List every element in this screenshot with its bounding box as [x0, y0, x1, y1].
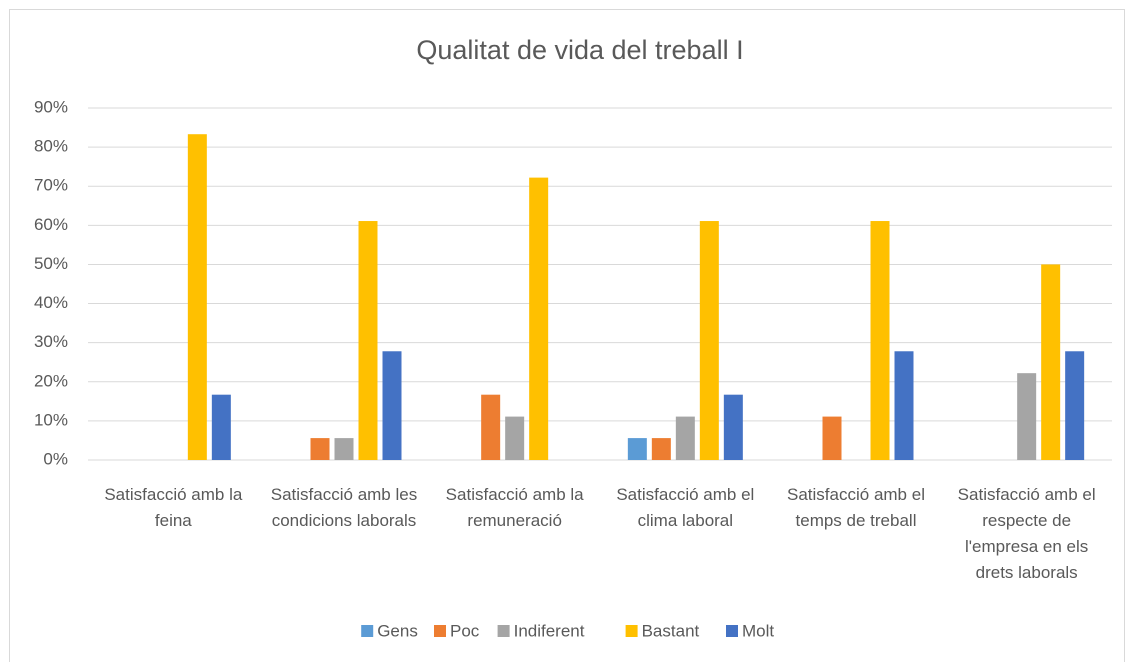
- bar: [211, 394, 231, 460]
- y-tick-label: 10%: [34, 410, 68, 429]
- y-tick-label: 0%: [43, 449, 68, 468]
- x-tick-label: Satisfacció amb les condicions laborals: [270, 485, 418, 530]
- chart-title: Qualitat de vida del treball I: [416, 35, 743, 65]
- legend-label: Poc: [450, 621, 480, 640]
- bar: [870, 221, 890, 460]
- bar: [1065, 351, 1085, 460]
- bar: [187, 134, 207, 460]
- bar: [723, 394, 743, 460]
- legend-swatch: [497, 625, 510, 637]
- bar: [529, 177, 549, 460]
- x-tick-label: Satisfacció amb la feina: [104, 485, 243, 530]
- y-tick-label: 60%: [34, 215, 68, 234]
- bar: [334, 438, 354, 460]
- y-tick-label: 70%: [34, 176, 68, 195]
- legend-label: Molt: [742, 621, 774, 640]
- bar: [699, 221, 719, 460]
- legend-label: Gens: [377, 621, 418, 640]
- y-tick-label: 80%: [34, 137, 68, 156]
- legend-swatch: [361, 625, 374, 637]
- legend-label: Indiferent: [514, 621, 585, 640]
- bar: [1041, 264, 1061, 460]
- y-tick-label: 50%: [34, 254, 68, 273]
- x-tick-label: Satisfacció amb el respecte de l'empresa…: [957, 485, 1096, 582]
- bar: [358, 221, 378, 460]
- bar: [1017, 373, 1037, 460]
- x-tick-label: Satisfacció amb la remuneració: [445, 485, 584, 530]
- bar: [310, 438, 330, 460]
- y-tick-label: 40%: [34, 293, 68, 312]
- x-tick-label: Satisfacció amb el temps de treball: [787, 485, 925, 530]
- y-tick-label: 90%: [34, 97, 68, 116]
- legend-swatch: [434, 625, 446, 637]
- legend-label: Bastant: [642, 621, 700, 640]
- x-tick-label: Satisfacció amb el clima laboral: [616, 485, 755, 530]
- bar: [627, 438, 647, 460]
- bar: [675, 416, 695, 460]
- bar: [822, 416, 842, 460]
- bar: [651, 438, 671, 460]
- bar: [481, 394, 501, 460]
- bar: [382, 351, 402, 460]
- y-tick-label: 20%: [34, 371, 68, 390]
- bar: [894, 351, 914, 460]
- bar: [505, 416, 525, 460]
- legend-swatch: [625, 625, 638, 637]
- y-tick-label: 30%: [34, 332, 68, 351]
- legend-swatch: [726, 625, 738, 637]
